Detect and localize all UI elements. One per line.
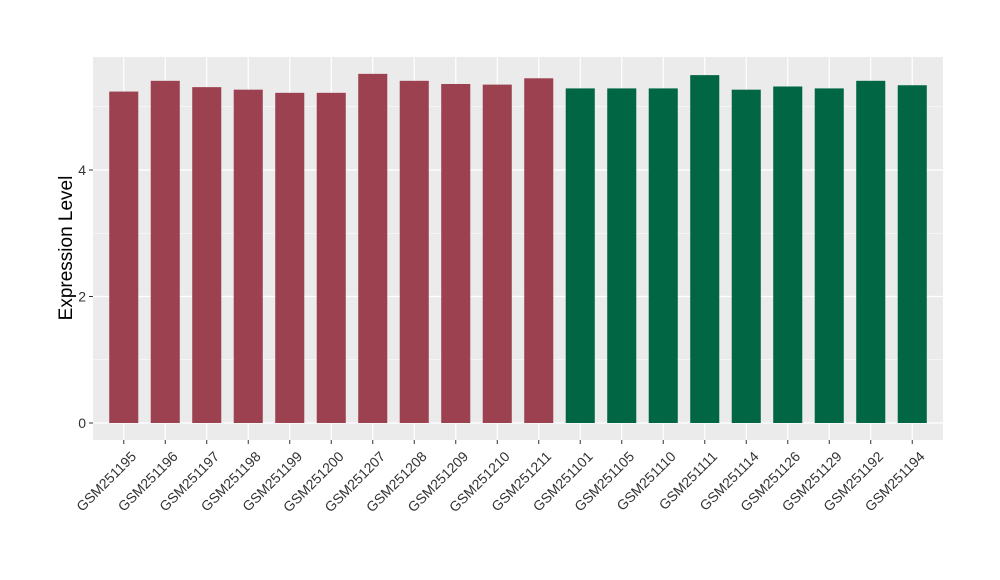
y-tick-label: 2 xyxy=(78,289,86,305)
bar-GSM251200 xyxy=(316,92,346,424)
bar-GSM251101 xyxy=(565,88,595,423)
bar-GSM251196 xyxy=(150,80,180,423)
x-axis: GSM251195GSM251196GSM251197GSM251198GSM2… xyxy=(73,440,928,515)
bar-GSM251129 xyxy=(814,88,844,423)
bar-GSM251192 xyxy=(856,80,886,423)
bar-GSM251199 xyxy=(275,92,305,424)
bar-GSM251197 xyxy=(192,87,222,423)
y-tick-label: 4 xyxy=(78,162,86,178)
bar-GSM251105 xyxy=(607,88,637,423)
bar-GSM251194 xyxy=(897,85,927,424)
bar-GSM251210 xyxy=(482,84,512,424)
bar-GSM251198 xyxy=(233,89,263,424)
y-tick-label: 0 xyxy=(78,415,86,431)
y-axis-title: Expression Level xyxy=(56,176,77,321)
y-axis: 0 2 4 xyxy=(78,162,93,431)
bar-GSM251110 xyxy=(648,88,678,423)
bar-GSM251126 xyxy=(773,86,803,423)
bar-GSM251195 xyxy=(109,91,139,423)
bar-GSM251209 xyxy=(441,83,471,423)
bar-GSM251208 xyxy=(399,80,429,423)
bar-GSM251111 xyxy=(690,75,720,423)
bar-GSM251114 xyxy=(731,89,761,424)
bar-GSM251207 xyxy=(358,73,388,424)
bars xyxy=(109,73,927,424)
bar-GSM251211 xyxy=(524,78,554,423)
